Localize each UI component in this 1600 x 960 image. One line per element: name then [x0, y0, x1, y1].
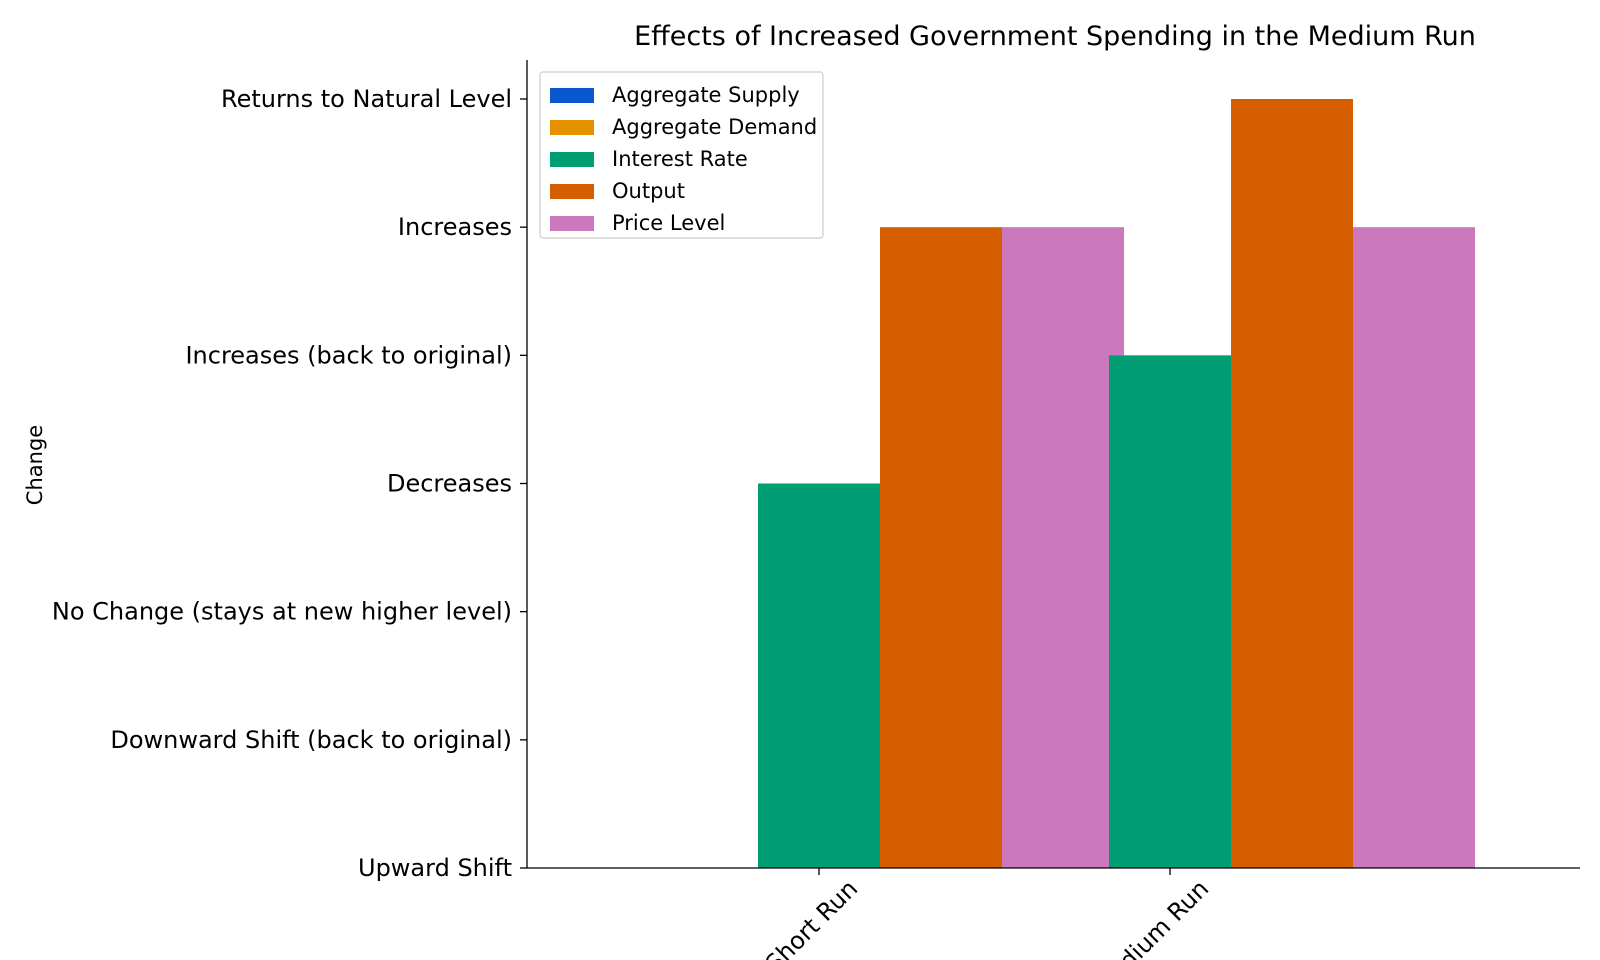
legend-swatch — [550, 120, 594, 135]
y-tick-label: Decreases — [387, 470, 512, 498]
legend-swatch — [550, 184, 594, 199]
legend-swatch — [550, 152, 594, 167]
legend-box — [539, 71, 824, 239]
legend-label: Interest Rate — [612, 147, 748, 171]
y-axis: Upward Shift Downward Shift (back to orig… — [52, 60, 528, 882]
y-tick-label: Upward Shift — [358, 854, 512, 882]
y-tick-label: No Change (stays at new higher level) — [52, 598, 512, 626]
y-axis-label: Change — [23, 425, 47, 505]
bar-output-1 — [1231, 99, 1353, 868]
bar-interest-rate-0 — [758, 483, 880, 868]
legend-swatch — [550, 88, 594, 103]
bar-interest-rate-1 — [1109, 355, 1231, 868]
chart-title: Effects of Increased Government Spending… — [634, 21, 1476, 52]
legend-swatch — [550, 216, 594, 231]
y-tick-label: Increases — [398, 213, 512, 241]
legend-label: Aggregate Demand — [612, 115, 817, 139]
legend-label: Output — [612, 179, 685, 203]
bar-output-0 — [880, 227, 1002, 868]
legend-label: Price Level — [612, 211, 725, 235]
x-tick-label: Short Run — [760, 874, 863, 960]
y-tick-label: Increases (back to original) — [185, 341, 512, 369]
x-axis: Short Run Medium Run — [527, 867, 1580, 960]
bar-price-level-0 — [1002, 227, 1124, 868]
y-tick-label: Downward Shift (back to original) — [110, 726, 512, 754]
bar-price-level-1 — [1353, 227, 1475, 868]
legend: Aggregate Supply Aggregate Demand Interest… — [539, 71, 824, 239]
plot-area — [758, 99, 1475, 868]
legend-label: Aggregate Supply — [612, 83, 800, 107]
y-tick-label: Returns to Natural Level — [221, 85, 512, 113]
x-tick-label: Medium Run — [1089, 874, 1215, 960]
